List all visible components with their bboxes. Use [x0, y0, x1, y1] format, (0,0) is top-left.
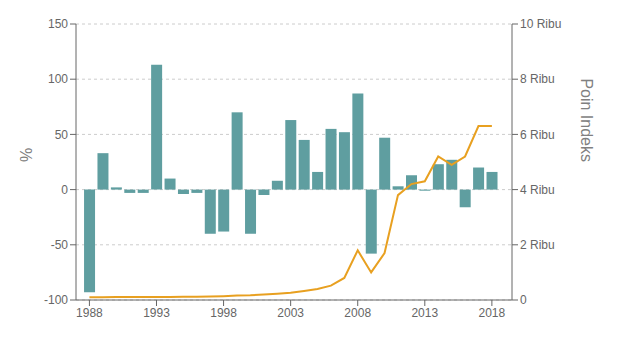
svg-text:2 Ribu: 2 Ribu	[520, 238, 555, 252]
svg-text:0: 0	[61, 183, 68, 197]
svg-text:-50: -50	[51, 238, 69, 252]
svg-text:1998: 1998	[210, 306, 237, 320]
svg-text:150: 150	[48, 17, 68, 31]
svg-text:6 Ribu: 6 Ribu	[520, 128, 555, 142]
svg-text:2003: 2003	[277, 306, 304, 320]
svg-text:1988: 1988	[76, 306, 103, 320]
svg-text:2018: 2018	[479, 306, 506, 320]
svg-text:100: 100	[48, 72, 68, 86]
svg-text:1993: 1993	[143, 306, 170, 320]
svg-text:8 Ribu: 8 Ribu	[520, 72, 555, 86]
svg-text:10 Ribu: 10 Ribu	[520, 17, 561, 31]
svg-text:50: 50	[55, 128, 69, 142]
svg-text:%: %	[18, 148, 35, 162]
svg-text:4 Ribu: 4 Ribu	[520, 183, 555, 197]
svg-text:0: 0	[520, 293, 527, 307]
svg-text:Poin Indeks: Poin Indeks	[578, 78, 595, 162]
svg-text:2008: 2008	[344, 306, 371, 320]
svg-text:-100: -100	[44, 293, 68, 307]
svg-text:2013: 2013	[411, 306, 438, 320]
